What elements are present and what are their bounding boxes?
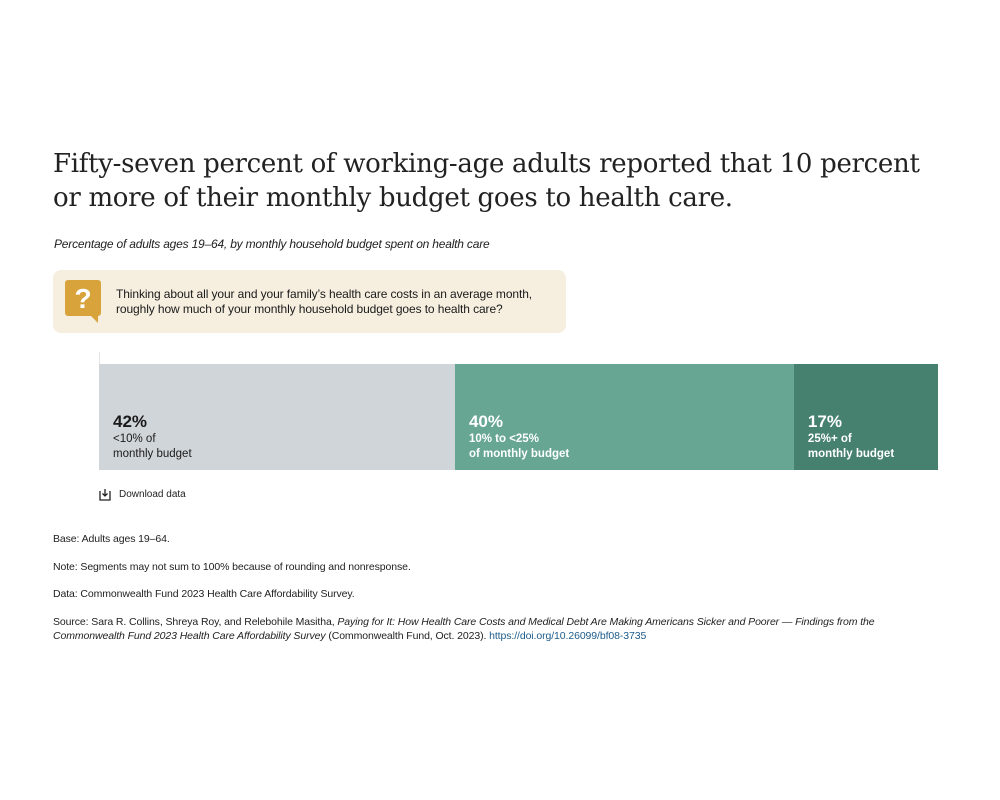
survey-question-box: ? Thinking about all your and your famil… xyxy=(53,270,566,333)
chart-title: Fifty-seven percent of working-age adult… xyxy=(53,149,920,213)
source-suffix: (Commonwealth Fund, Oct. 2023). xyxy=(325,629,490,642)
rounding-note: Note: Segments may not sum to 100% becau… xyxy=(53,561,411,573)
source-prefix: Source: Sara R. Collins, Shreya Roy, and… xyxy=(53,616,338,628)
stacked-bar-chart: 42% <10% of monthly budget 40% 10% to <25% of… xyxy=(99,352,938,470)
data-note: Data: Commonwealth Fund 2023 Health Care… xyxy=(53,588,355,600)
source-note: Source: Sara R. Collins, Shreya Roy, and… xyxy=(53,616,933,643)
question-mark-speech-bubble-icon: ? xyxy=(65,280,101,323)
svg-text:?: ? xyxy=(74,283,91,314)
bar-segment-3 xyxy=(793,364,938,470)
bar-category-label-2-line1: 10% to <25% xyxy=(469,433,539,445)
bar-category-label-1-line2: monthly budget xyxy=(113,448,192,460)
survey-question-text: Thinking about all your and your family’… xyxy=(116,287,533,316)
source-title: Paying for It: How Health Care Costs and… xyxy=(53,616,875,642)
bar-category-label-3-line2: monthly budget xyxy=(808,448,894,460)
download-data-label: Download data xyxy=(119,489,186,500)
download-icon xyxy=(99,489,111,501)
base-note: Base: Adults ages 19–64. xyxy=(53,533,170,545)
bar-segment-1 xyxy=(99,364,455,470)
bar-segment-2 xyxy=(454,364,794,470)
chart-subtitle: Percentage of adults ages 19–64, by mont… xyxy=(54,237,490,251)
bar-value-label-3: 17% xyxy=(808,412,842,431)
bar-category-label-3-line1: 25%+ of xyxy=(808,433,852,445)
bar-category-label-1-line1: <10% of xyxy=(113,433,156,445)
source-doi-link[interactable]: https://doi.org/10.26099/bf08-3735 xyxy=(489,629,647,642)
chart-svg: 42% <10% of monthly budget 40% 10% to <25% of… xyxy=(99,352,938,470)
bar-value-label-2: 40% xyxy=(469,412,503,431)
bar-category-label-2-line2: of monthly budget xyxy=(469,448,569,460)
download-data-button[interactable]: Download data xyxy=(99,488,186,501)
bar-value-label-1: 42% xyxy=(113,412,147,431)
